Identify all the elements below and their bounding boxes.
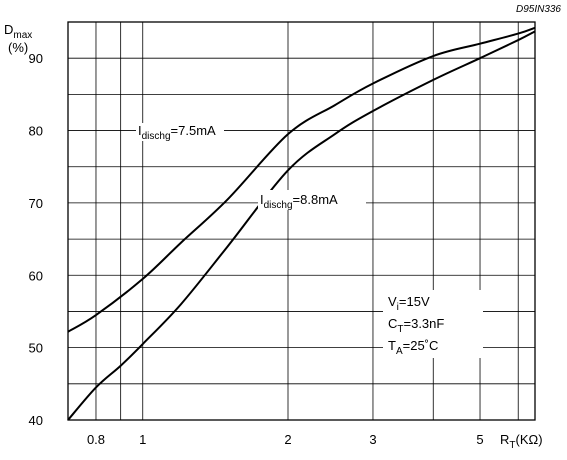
x-tick-label: 3 bbox=[369, 432, 376, 447]
condition-ta-value: =25˚C bbox=[403, 338, 439, 353]
condition-vi: Vi=15V bbox=[388, 294, 430, 313]
condition-ct-main: C bbox=[388, 316, 397, 331]
y-tick-label: 50 bbox=[29, 341, 43, 356]
series-label-7-5ma-value: =7.5mA bbox=[171, 123, 216, 138]
condition-vi-sub: i bbox=[397, 302, 399, 313]
condition-vi-main: V bbox=[388, 294, 397, 309]
y-tick-label: 60 bbox=[29, 268, 43, 283]
condition-ct-value: =3.3nF bbox=[404, 316, 445, 331]
series-label-7-5ma-bg bbox=[136, 123, 224, 141]
series-line-2 bbox=[67, 30, 536, 421]
condition-ct: CT=3.3nF bbox=[388, 316, 444, 335]
x-tick-labels: 0.8 1 2 3 5 bbox=[87, 432, 484, 447]
series-label-7-5ma-prefix: I bbox=[138, 123, 142, 138]
x-axis-title-unit: (KΩ) bbox=[516, 432, 543, 447]
y-tick-label: 70 bbox=[29, 196, 43, 211]
condition-ct-sub: T bbox=[397, 324, 403, 335]
x-tick-label: 2 bbox=[284, 432, 291, 447]
chart-code: D95IN336 bbox=[516, 4, 561, 15]
series-line-1 bbox=[67, 26, 536, 333]
x-axis-title: RT(KΩ) bbox=[500, 432, 543, 451]
conditions-bg bbox=[383, 290, 483, 358]
condition-ta-sub: A bbox=[396, 346, 403, 357]
y-tick-label: 90 bbox=[29, 51, 43, 66]
grid bbox=[68, 21, 535, 421]
x-axis-title-main: R bbox=[500, 432, 509, 447]
series-label-7-5ma-text: Idischg=7.5mA bbox=[138, 123, 216, 142]
y-axis-title: Dmax bbox=[4, 22, 32, 41]
series-label-8-8ma-text: Idischg=8.8mA bbox=[260, 192, 338, 211]
condition-ta-main: T bbox=[388, 338, 396, 353]
y-axis-title-main: D bbox=[4, 22, 13, 37]
x-tick-label: 0.8 bbox=[87, 432, 105, 447]
y-tick-label: 40 bbox=[29, 413, 43, 428]
conditions-block: Vi=15V CT=3.3nF TA=25˚C bbox=[383, 290, 483, 358]
series-label-8-8ma-sub: dischg bbox=[264, 200, 293, 211]
y-tick-labels: 40 50 60 70 80 90 bbox=[29, 51, 43, 428]
x-tick-label: 1 bbox=[139, 432, 146, 447]
series-layer bbox=[67, 26, 536, 421]
x-axis-title-sub: T bbox=[509, 440, 515, 451]
plot-frame bbox=[67, 21, 536, 421]
series-label-8-8ma-prefix: I bbox=[260, 192, 264, 207]
y-axis-unit: (%) bbox=[8, 40, 28, 55]
condition-ta: TA=25˚C bbox=[388, 338, 438, 357]
series-label-8-8ma-value: =8.8mA bbox=[293, 192, 338, 207]
y-axis-title-sub: max bbox=[13, 30, 32, 41]
condition-vi-value: =15V bbox=[399, 294, 430, 309]
series-label-8-8ma: Idischg=8.8mA bbox=[258, 190, 366, 211]
x-tick-label: 5 bbox=[476, 432, 483, 447]
y-tick-label: 80 bbox=[29, 124, 43, 139]
series-label-7-5ma: Idischg=7.5mA bbox=[136, 123, 224, 142]
series-label-7-5ma-sub: dischg bbox=[142, 131, 171, 142]
series-label-8-8ma-bg bbox=[258, 190, 366, 210]
